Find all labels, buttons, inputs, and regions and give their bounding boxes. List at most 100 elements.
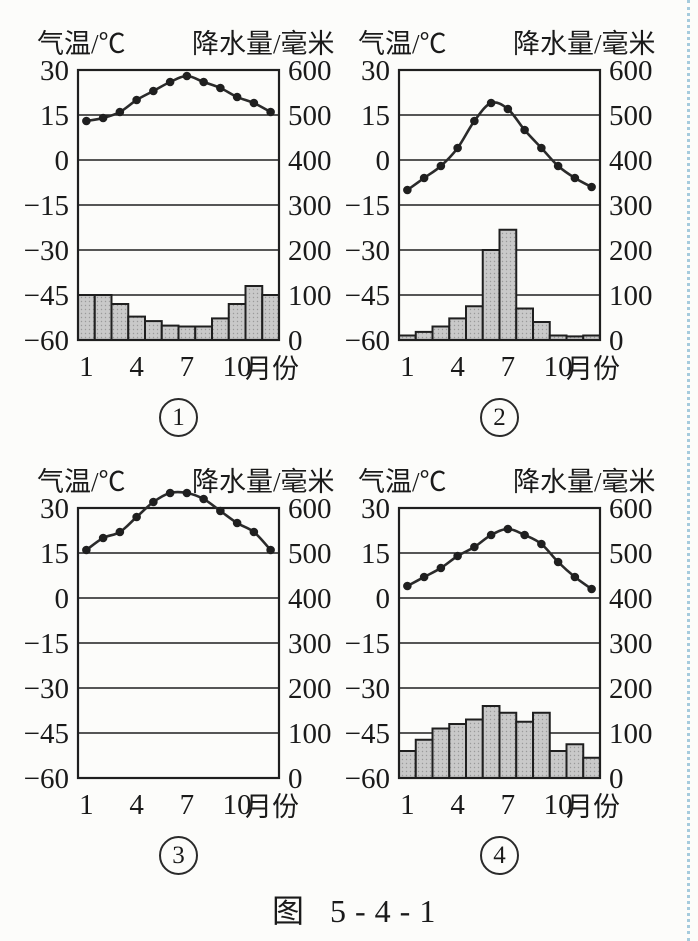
temperature-point [503,524,513,534]
temp-axis-title: 气温/℃ [37,29,126,59]
climate-chart-2: 气温/℃ 降水量/毫米 30 15 0 −15 −30 −45 −60 600 500 400 30… [321,0,698,438]
month-axis-tick: 10 [223,351,252,383]
temperature-point [199,77,208,87]
plot-frame [76,68,281,342]
precip-bar [431,727,451,779]
temp-axis-tick: 15 [361,538,390,570]
precip-bar [465,305,484,341]
temp-axis-tick: −15 [345,628,390,660]
temperature-point [182,71,192,81]
temperature-point [115,107,125,117]
month-axis-tick: 1 [400,351,415,383]
precip-bar [465,718,484,779]
precip-bar [261,294,280,341]
month-axis-tick: 10 [544,351,573,383]
precip-bar [431,325,451,341]
precip-axis-tick: 0 [288,325,303,357]
climate-chart-1: 气温/℃ 降水量/毫米 30 15 0 −15 −30 −45 −60 600 500 400 30… [0,0,378,438]
temp-axis-tick: 30 [40,493,69,525]
temp-axis-tick: 30 [361,55,390,87]
precip-axis-tick: 100 [609,718,653,750]
temp-axis-tick: −15 [24,628,69,660]
temperature-point [553,161,563,171]
precip-axis-tick: 500 [288,100,332,132]
precip-bar [160,324,180,342]
temperature-point [115,527,125,537]
temperature-point [436,161,446,171]
temp-axis-tick: −45 [345,718,390,750]
precip-axis-tick: 600 [288,493,332,525]
temperature-point [419,173,429,183]
precip-bar [211,317,230,341]
month-axis-tick: 4 [129,351,144,383]
temp-axis-tick: 0 [55,583,70,615]
month-axis-tick: 1 [400,789,415,821]
temperature-point [553,557,563,567]
temp-axis-tick: 15 [361,100,390,132]
temp-axis-tick: −60 [345,325,390,357]
temp-axis-tick: 15 [40,100,69,132]
temp-axis-tick: −30 [24,673,69,705]
temperature-point [570,572,580,582]
precip-axis-tick: 400 [609,583,653,615]
temperature-point [537,539,546,549]
chart-number: 1 [172,404,185,431]
temp-axis-title: 气温/℃ [358,29,447,59]
temperature-point [587,584,596,594]
precip-bar [177,325,197,341]
precip-bar [498,711,518,779]
precip-bar [582,756,601,779]
precip-axis-tick: 500 [288,538,332,570]
temp-axis-tick: −60 [24,325,69,357]
temperature-point [419,572,429,582]
precip-axis-tick: 600 [609,493,653,525]
month-axis-tick: 7 [180,789,195,821]
precip-axis-tick: 300 [609,190,653,222]
temp-axis-tick: −30 [345,673,390,705]
climate-plot-3: 30 15 0 −15 −30 −45 −60 600 500 400 300 200 100 0 1 4 7 1… [24,488,332,822]
temp-axis-tick: 0 [376,583,391,615]
precip-axis-tick: 100 [609,280,653,312]
month-axis-tick: 7 [180,351,195,383]
month-axis-tick: 10 [544,789,573,821]
precip-axis-tick: 300 [609,628,653,660]
temperature-point [470,542,479,552]
temperature-point [537,143,546,153]
precip-axis-tick: 500 [609,538,653,570]
precip-bar [93,294,113,341]
temperature-point [98,113,108,123]
temperature-point [98,533,108,543]
precip-axis-tick: 200 [288,673,332,705]
temperature-point [520,530,529,540]
month-axis-tick: 1 [79,351,94,383]
temperature-point [249,527,259,537]
plot-frame [397,68,602,342]
temperature-point [470,116,479,126]
precip-bar [481,249,501,341]
temp-axis-tick: −45 [24,718,69,750]
precip-axis-tick: 0 [288,763,303,795]
temperature-point [165,77,175,87]
month-axis-tick: 4 [450,789,465,821]
temp-axis-title: 气温/℃ [37,467,126,497]
precip-axis-tick: 300 [288,628,332,660]
precip-axis-title: 降水量/毫米 [513,29,656,59]
climate-plot-1: 30 15 0 −15 −30 −45 −60 600 500 400 300 200 100 0 1 4 7 1… [24,55,332,384]
precip-axis-tick: 300 [288,190,332,222]
precip-bar [515,307,534,341]
temperature-point [486,98,496,108]
temp-axis-tick: −15 [24,190,69,222]
precip-axis-title: 降水量/毫米 [513,467,656,497]
chart-number-badge-4: 4 [480,836,519,875]
temperature-point [149,497,158,507]
chart-number: 4 [493,842,506,869]
month-axis-unit: 月份 [566,354,620,384]
precip-axis-tick: 400 [609,145,653,177]
chart-number: 2 [493,404,506,431]
chart-number: 3 [172,842,185,869]
temperature-point [132,95,141,105]
precip-bar [77,294,96,341]
temperature-point [232,518,242,528]
precip-axis-tick: 200 [609,673,653,705]
